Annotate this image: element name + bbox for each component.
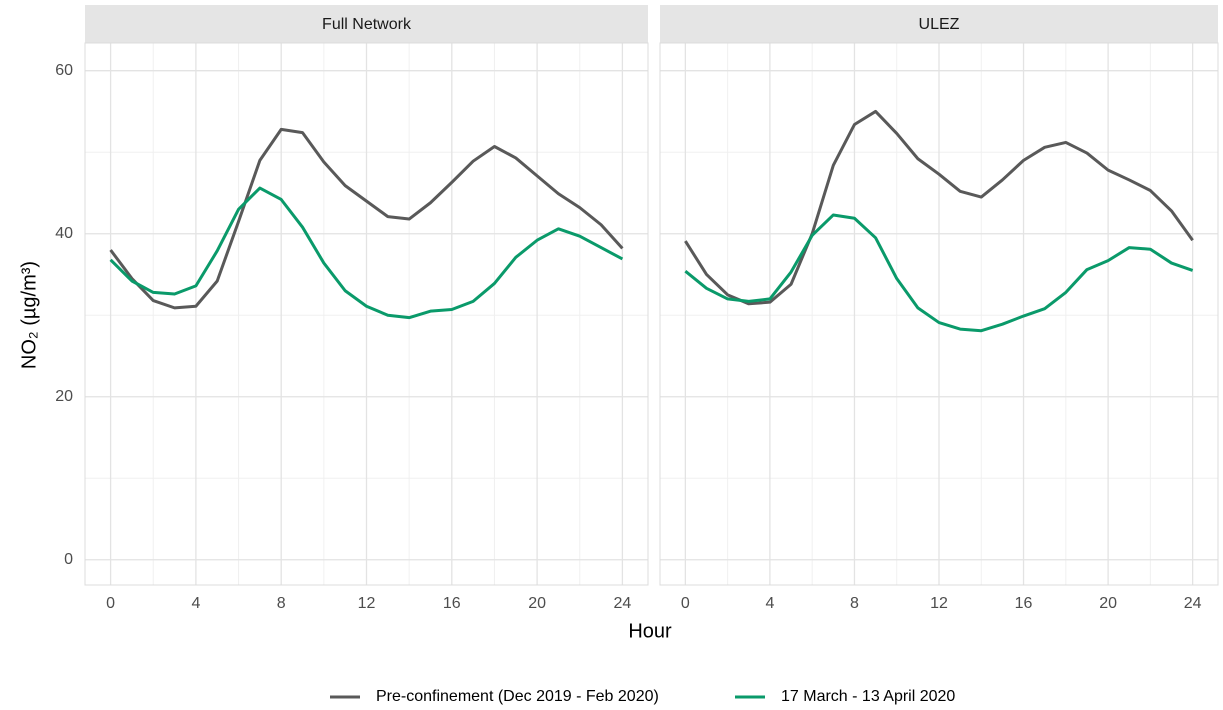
x-tick-label: 8 (850, 595, 859, 612)
panel-border (659, 42, 1219, 586)
series-line (684, 213, 1194, 333)
legend-label: 17 March - 13 April 2020 (781, 688, 955, 705)
x-tick-label: 24 (614, 595, 632, 612)
x-tick-label: 12 (930, 595, 948, 612)
x-tick-label: 16 (443, 595, 461, 612)
x-tick-label: 0 (681, 595, 690, 612)
strip (85, 5, 648, 43)
strip (660, 5, 1218, 43)
x-tick-label: 4 (765, 595, 774, 612)
x-tick-label: 8 (277, 595, 286, 612)
y-axis-title: NO₂ (µg/m³) (18, 261, 40, 369)
x-tick-label: 12 (358, 595, 376, 612)
y-tick-label: 60 (55, 62, 73, 79)
x-tick-label: 16 (1015, 595, 1033, 612)
x-tick-label: 4 (191, 595, 200, 612)
series-line (109, 127, 624, 310)
panel-border (84, 42, 649, 586)
y-tick-label: 0 (64, 551, 73, 568)
strip-title: ULEZ (919, 16, 960, 33)
series-line (109, 186, 624, 320)
x-axis-title: Hour (628, 620, 672, 642)
x-tick-label: 24 (1184, 595, 1202, 612)
y-tick-label: 40 (55, 225, 73, 242)
x-tick-label: 20 (528, 595, 546, 612)
x-tick-label: 0 (106, 595, 115, 612)
strip-title: Full Network (322, 16, 412, 33)
legend-label: Pre-confinement (Dec 2019 - Feb 2020) (376, 688, 659, 705)
y-tick-label: 20 (55, 388, 73, 405)
x-tick-label: 20 (1099, 595, 1117, 612)
series-line (684, 109, 1194, 306)
